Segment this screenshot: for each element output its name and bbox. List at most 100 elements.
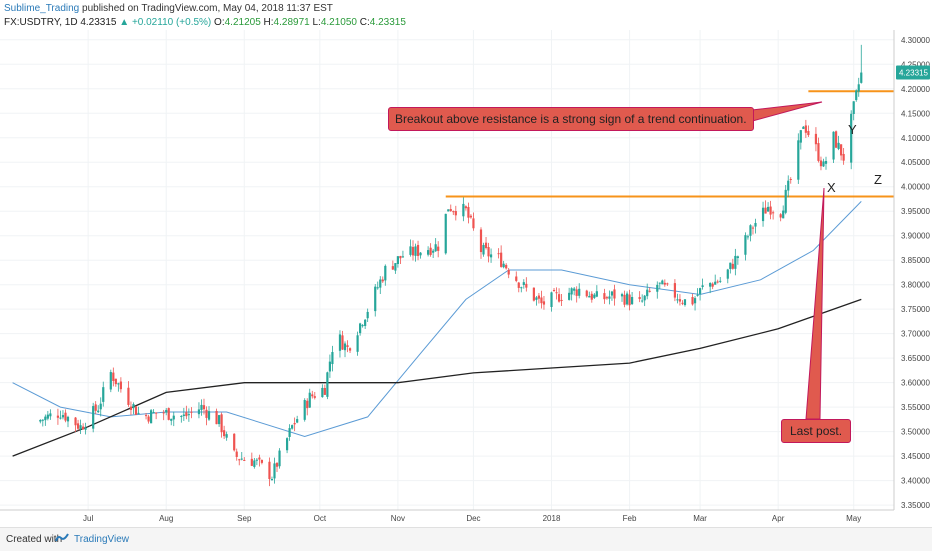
candle-body — [187, 414, 190, 416]
candle-body — [374, 286, 377, 312]
candle-body — [585, 290, 588, 297]
candle-body — [250, 458, 253, 466]
candle-body — [711, 283, 714, 287]
candle-body — [593, 294, 596, 298]
candle-body — [364, 319, 367, 326]
close-value: 4.23315 — [369, 17, 406, 28]
candle-body — [608, 296, 611, 299]
y-tick-label: 4.05000 — [901, 158, 930, 167]
candle-body — [41, 419, 44, 421]
candle-body — [507, 270, 510, 275]
candle-body — [749, 225, 752, 236]
last-post-callout[interactable]: Last post. — [781, 419, 852, 443]
candle-body — [44, 416, 47, 421]
candle-body — [484, 242, 488, 249]
candle-body — [427, 250, 430, 255]
candle-body — [149, 410, 153, 424]
candle-body — [99, 403, 102, 410]
candle-body — [449, 209, 452, 212]
candle-body — [396, 256, 399, 264]
candle-body — [217, 415, 221, 425]
candle-body — [804, 125, 807, 133]
candle-body — [557, 294, 561, 302]
author-link[interactable]: Sublime_Trading — [4, 3, 80, 14]
candle-body — [361, 325, 364, 327]
candle-body — [736, 256, 739, 259]
candle-body — [515, 276, 518, 281]
tradingview-logo-icon — [55, 533, 69, 542]
candle-body — [555, 292, 558, 294]
candles — [39, 44, 863, 487]
candle-body — [56, 415, 60, 418]
y-tick-label: 3.35000 — [901, 501, 930, 510]
candle-body — [270, 479, 274, 481]
breakout-callout[interactable]: Breakout above resistance is a strong si… — [388, 107, 754, 131]
candle-body — [766, 206, 770, 212]
x-tick-label: Jul — [83, 514, 93, 523]
candle-body — [172, 415, 175, 420]
low-value: 4.21050 — [320, 17, 357, 28]
candle-body — [185, 412, 188, 417]
candle-body — [49, 413, 52, 417]
candle-body — [401, 256, 405, 258]
y-tick-label: 4.15000 — [901, 109, 930, 118]
candle-body — [540, 297, 543, 304]
candle-body — [92, 406, 95, 429]
candle-body — [223, 430, 226, 437]
candle-body — [857, 84, 860, 92]
candle-body — [127, 387, 130, 405]
candle-body — [505, 264, 508, 269]
candle-body — [802, 126, 805, 129]
candle-body — [641, 300, 644, 302]
candle-body — [628, 294, 631, 306]
y-tick-label: 4.30000 — [901, 36, 930, 45]
candle-body — [64, 412, 67, 421]
candle-body — [235, 451, 238, 457]
candle-body — [772, 212, 775, 214]
price-chart[interactable]: 3.35000 3.40000 3.45000 3.50000 3.55000 3.600… — [0, 0, 932, 527]
candle-body — [97, 410, 100, 413]
symbol-label: FX:USDTRY, 1D — [4, 17, 78, 28]
x-tick-label: Oct — [314, 514, 327, 523]
candle-body — [819, 160, 823, 167]
candle-body — [482, 245, 485, 255]
x-tick-label: Sep — [237, 514, 252, 523]
point-x-label: X — [827, 180, 836, 195]
x-tick-label: Dec — [466, 514, 480, 523]
candle-body — [625, 293, 629, 305]
price-axis[interactable]: 3.35000 3.40000 3.45000 3.50000 3.55000 3.600… — [901, 36, 930, 510]
candle-body — [444, 213, 447, 254]
candle-body — [429, 247, 432, 255]
candle-body — [860, 72, 863, 83]
candle-body — [595, 291, 598, 297]
y-tick-label: 4.10000 — [901, 134, 930, 143]
published-text: published on TradingView.com, May 04, 20… — [82, 3, 333, 14]
y-tick-label: 4.25000 — [901, 60, 930, 69]
candle-body — [696, 294, 699, 296]
candle-body — [613, 289, 616, 299]
candle-body — [469, 215, 473, 218]
y-tick-label: 3.50000 — [901, 428, 930, 437]
ohlc-readout: FX:USDTRY, 1D 4.23315 ▲ +0.02110 (+0.5%)… — [4, 17, 406, 29]
candle-body — [414, 246, 417, 256]
candle-body — [454, 211, 457, 216]
last-post-callout-pointer — [805, 187, 825, 420]
candle-body — [376, 287, 379, 289]
candle-body — [683, 299, 687, 306]
tradingview-brand-link[interactable]: TradingView — [74, 534, 130, 545]
candle-body — [356, 335, 359, 352]
candle-body — [643, 295, 646, 301]
candle-body — [273, 463, 276, 479]
candle-body — [348, 348, 352, 351]
candle-body — [238, 459, 241, 461]
y-tick-label: 3.60000 — [901, 379, 930, 388]
candle-body — [573, 288, 576, 291]
candle-body — [605, 297, 609, 299]
candle-body — [328, 361, 331, 372]
candle-body — [313, 396, 316, 398]
candle-body — [275, 462, 279, 467]
time-axis[interactable]: Jul Aug Sep Oct Nov Dec 2018 Feb Mar Apr May — [83, 514, 861, 523]
candle-body — [233, 433, 236, 451]
candle-body — [46, 414, 49, 419]
candle-body — [497, 253, 500, 255]
